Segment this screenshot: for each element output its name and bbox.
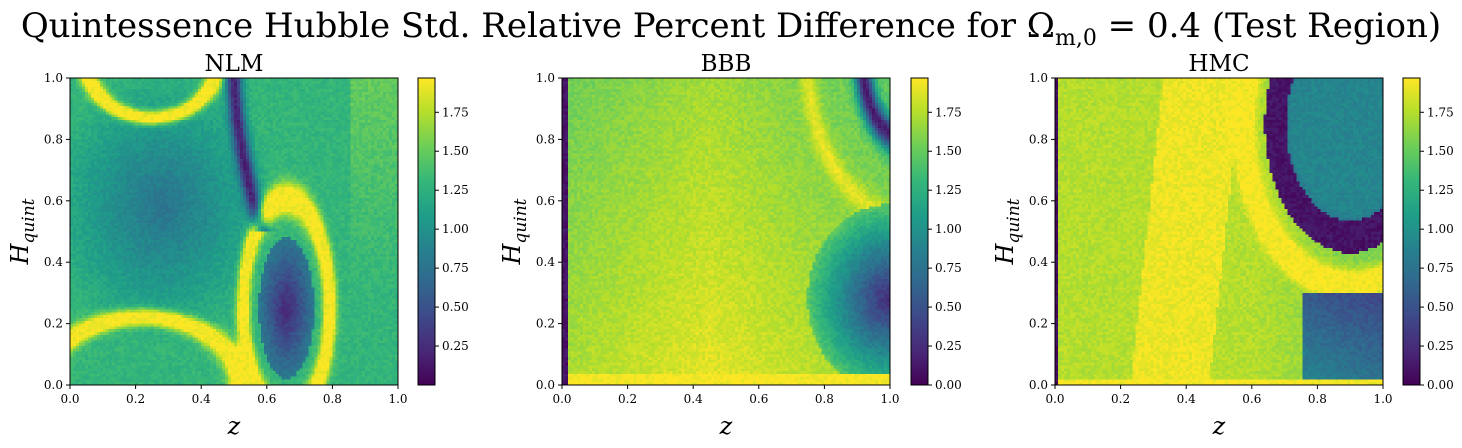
colorbar-tick-label: 1.75 (442, 105, 469, 119)
y-tick-label: 0.8 (44, 132, 63, 146)
y-tick-label: 0.0 (536, 378, 555, 392)
x-tick-label: 0.4 (1177, 392, 1196, 406)
x-tick-label: 0.4 (684, 392, 703, 406)
y-axis-label-nlm: Hquint (6, 198, 39, 265)
x-axis-label-nlm: z (227, 412, 241, 440)
colorbar-tick-label: 1.75 (1427, 105, 1454, 119)
colorbar-tick-label: 1.50 (1427, 144, 1454, 158)
panel-title-nlm: NLM (205, 51, 264, 77)
y-tick-label: 0.0 (1029, 378, 1048, 392)
x-tick-label: 0.0 (60, 392, 79, 406)
colorbar-tick-label: 0.25 (1427, 339, 1454, 353)
colorbar-tick-label: 0.75 (1427, 261, 1454, 275)
colorbar-tick-label: 1.75 (935, 105, 962, 119)
y-tick-label: 0.6 (536, 194, 555, 208)
colorbar-tick-label: 0.25 (442, 339, 469, 353)
x-tick-label: 0.6 (1242, 392, 1261, 406)
colorbar-tick-label: 1.25 (442, 183, 469, 197)
colorbar-tick-label: 1.50 (935, 144, 962, 158)
colorbar-tick-label: 1.50 (442, 144, 469, 158)
x-tick-label: 0.6 (257, 392, 276, 406)
y-axis-label-hmc: Hquint (991, 198, 1024, 265)
x-tick-label: 1.0 (880, 392, 899, 406)
x-tick-label: 0.8 (1308, 392, 1327, 406)
colorbar-tick-label: 1.25 (935, 183, 962, 197)
y-axis-label-main: H (498, 243, 526, 266)
x-tick-label: 1.0 (1373, 392, 1392, 406)
x-tick-label: 0.8 (815, 392, 834, 406)
x-tick-label: 1.0 (388, 392, 407, 406)
y-tick-label: 0.6 (44, 194, 63, 208)
figure-title-tail: = 0.4 (Test Region) (1096, 6, 1442, 46)
y-axis-label-main: H (6, 243, 34, 266)
y-axis-label-subscript: quint (19, 198, 39, 243)
panel-bbb: 0.0 0.2 0.4 0.6 0.8 1.0 0.0 0.2 0.4 0.6 0.8 1.0 BBB z… (498, 51, 962, 440)
y-axis-label-subscript: quint (1004, 198, 1024, 243)
y-tick-label: 1.0 (536, 71, 555, 85)
heatmap-hmc (1055, 78, 1383, 385)
x-tick-label: 0.0 (552, 392, 571, 406)
y-tick-label: 0.2 (1029, 317, 1048, 331)
figure-title-text: Quintessence Hubble Std. Relative Percen… (20, 6, 1055, 46)
y-tick-label: 0.8 (1029, 132, 1048, 146)
heatmap-bbb (562, 78, 890, 385)
colorbar-tick-label: 1.00 (935, 222, 962, 236)
x-tick-label: 0.6 (749, 392, 768, 406)
y-tick-label: 0.4 (1029, 255, 1048, 269)
colorbar-tick-label: 1.00 (442, 222, 469, 236)
x-tick-label: 0.2 (126, 392, 145, 406)
y-tick-label: 0.0 (44, 378, 63, 392)
colorbar-tick-label: 0.75 (935, 261, 962, 275)
axes-frame-hmc (1054, 77, 1384, 386)
axes-frame-bbb (561, 77, 891, 386)
panel-title-bbb: BBB (701, 51, 752, 77)
y-tick-label: 0.4 (44, 255, 63, 269)
figure-title-subscript: m,0 (1055, 25, 1097, 51)
y-axis-label-subscript: quint (511, 198, 531, 243)
colorbar-tick-label: 1.25 (1427, 183, 1454, 197)
x-axis-label-hmc: z (1212, 412, 1226, 440)
y-tick-label: 1.0 (1029, 71, 1048, 85)
colorbar-tick-label: 0.75 (442, 261, 469, 275)
x-tick-label: 0.4 (192, 392, 211, 406)
colorbar-tick-label: 0.25 (935, 339, 962, 353)
y-axis-label-bbb: Hquint (498, 198, 531, 265)
axes-frame-nlm (69, 77, 399, 386)
colorbar-tick-label: 1.00 (1427, 222, 1454, 236)
x-tick-label: 0.2 (1111, 392, 1130, 406)
figure-title: Quintessence Hubble Std. Relative Percen… (0, 4, 1462, 61)
colorbar-tick-label: 0.50 (935, 300, 962, 314)
colorbar-tick-label: 0.50 (1427, 300, 1454, 314)
x-tick-label: 0.8 (323, 392, 342, 406)
colorbar-tick-label: 0.00 (1427, 378, 1454, 392)
x-axis-label-bbb: z (719, 412, 733, 440)
y-tick-label: 1.0 (44, 71, 63, 85)
y-axis-label-main: H (991, 243, 1019, 266)
y-tick-label: 0.4 (536, 255, 555, 269)
y-tick-label: 0.8 (536, 132, 555, 146)
colorbar-tick-label: 0.50 (442, 300, 469, 314)
colorbar-tick-label: 0.00 (935, 378, 962, 392)
y-tick-label: 0.2 (44, 317, 63, 331)
colorbar-bbb (910, 77, 929, 386)
panel-nlm: 0.0 0.2 0.4 0.6 0.8 1.0 0.0 0.2 0.4 0.6 0.8 1.0 NLM z… (6, 51, 469, 440)
x-tick-label: 0.0 (1045, 392, 1064, 406)
panel-hmc: 0.0 0.2 0.4 0.6 0.8 1.0 0.0 0.2 0.4 0.6 0.8 1.0 HMC z… (991, 51, 1454, 440)
colorbar-nlm (417, 77, 436, 386)
x-tick-label: 0.2 (618, 392, 637, 406)
heatmap-nlm (70, 78, 398, 385)
colorbar-hmc (1402, 77, 1421, 386)
y-tick-label: 0.6 (1029, 194, 1048, 208)
y-tick-label: 0.2 (536, 317, 555, 331)
panel-title-hmc: HMC (1188, 51, 1249, 77)
